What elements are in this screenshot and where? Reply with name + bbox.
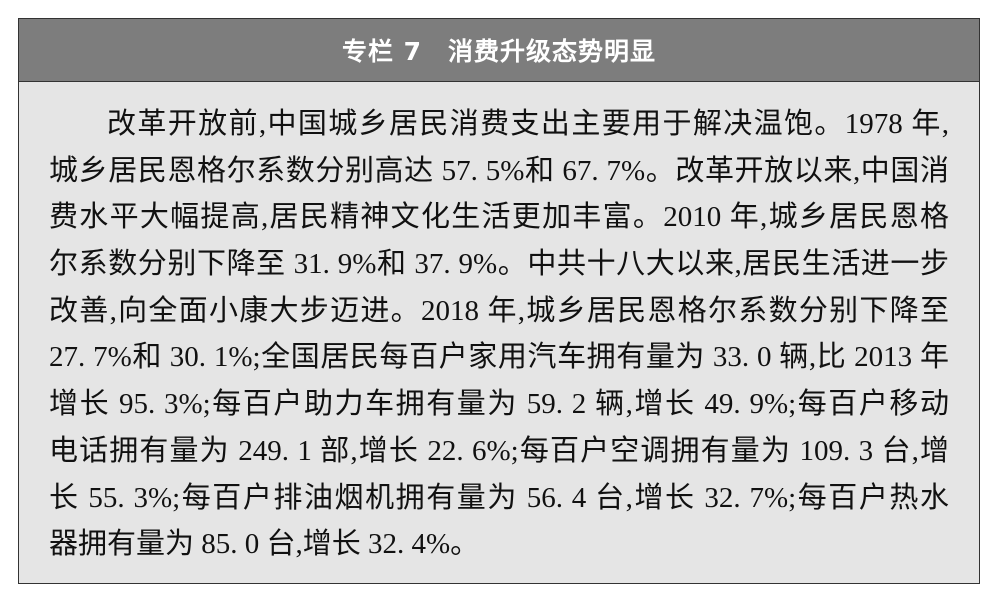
column-box: 专栏 7 消费升级态势明显 改革开放前,中国城乡居民消费支出主要用于解决温饱。1…	[18, 18, 980, 584]
text-line: 27. 7%和 30. 1%;全国居民每百户家用汽车拥有量为 33. 0 辆,比…	[49, 341, 949, 374]
text-line: 费水平大幅提高,居民精神文化生活更加丰富。2010 年,城乡居民恩格	[49, 201, 949, 234]
text-line: 城乡居民恩格尔系数分别高达 57. 5%和 67. 7%。改革开放以来,中国消	[49, 154, 949, 187]
text-line: 改善,向全面小康大步迈进。2018 年,城乡居民恩格尔系数分别下降至	[49, 294, 949, 327]
box-body: 改革开放前,中国城乡居民消费支出主要用于解决温饱。1978 年, 城乡居民恩格尔系…	[49, 101, 949, 568]
text-line: 长 55. 3%;每百户排油烟机拥有量为 56. 4 台,增长 32. 7%;每…	[49, 481, 949, 514]
text-line: 增长 95. 3%;每百户助力车拥有量为 59. 2 辆,增长 49. 9%;每…	[49, 388, 949, 421]
text-line: 尔系数分别下降至 31. 9%和 37. 9%。中共十八大以来,居民生活进一步	[49, 248, 949, 281]
box-title: 专栏 7 消费升级态势明显	[19, 19, 979, 82]
text-line: 改革开放前,中国城乡居民消费支出主要用于解决温饱。1978 年,	[107, 108, 949, 140]
text-line: 电话拥有量为 249. 1 部,增长 22. 6%;每百户空调拥有量为 109.…	[49, 434, 949, 467]
text-line: 器拥有量为 85. 0 台,增长 32. 4%。	[49, 528, 480, 561]
